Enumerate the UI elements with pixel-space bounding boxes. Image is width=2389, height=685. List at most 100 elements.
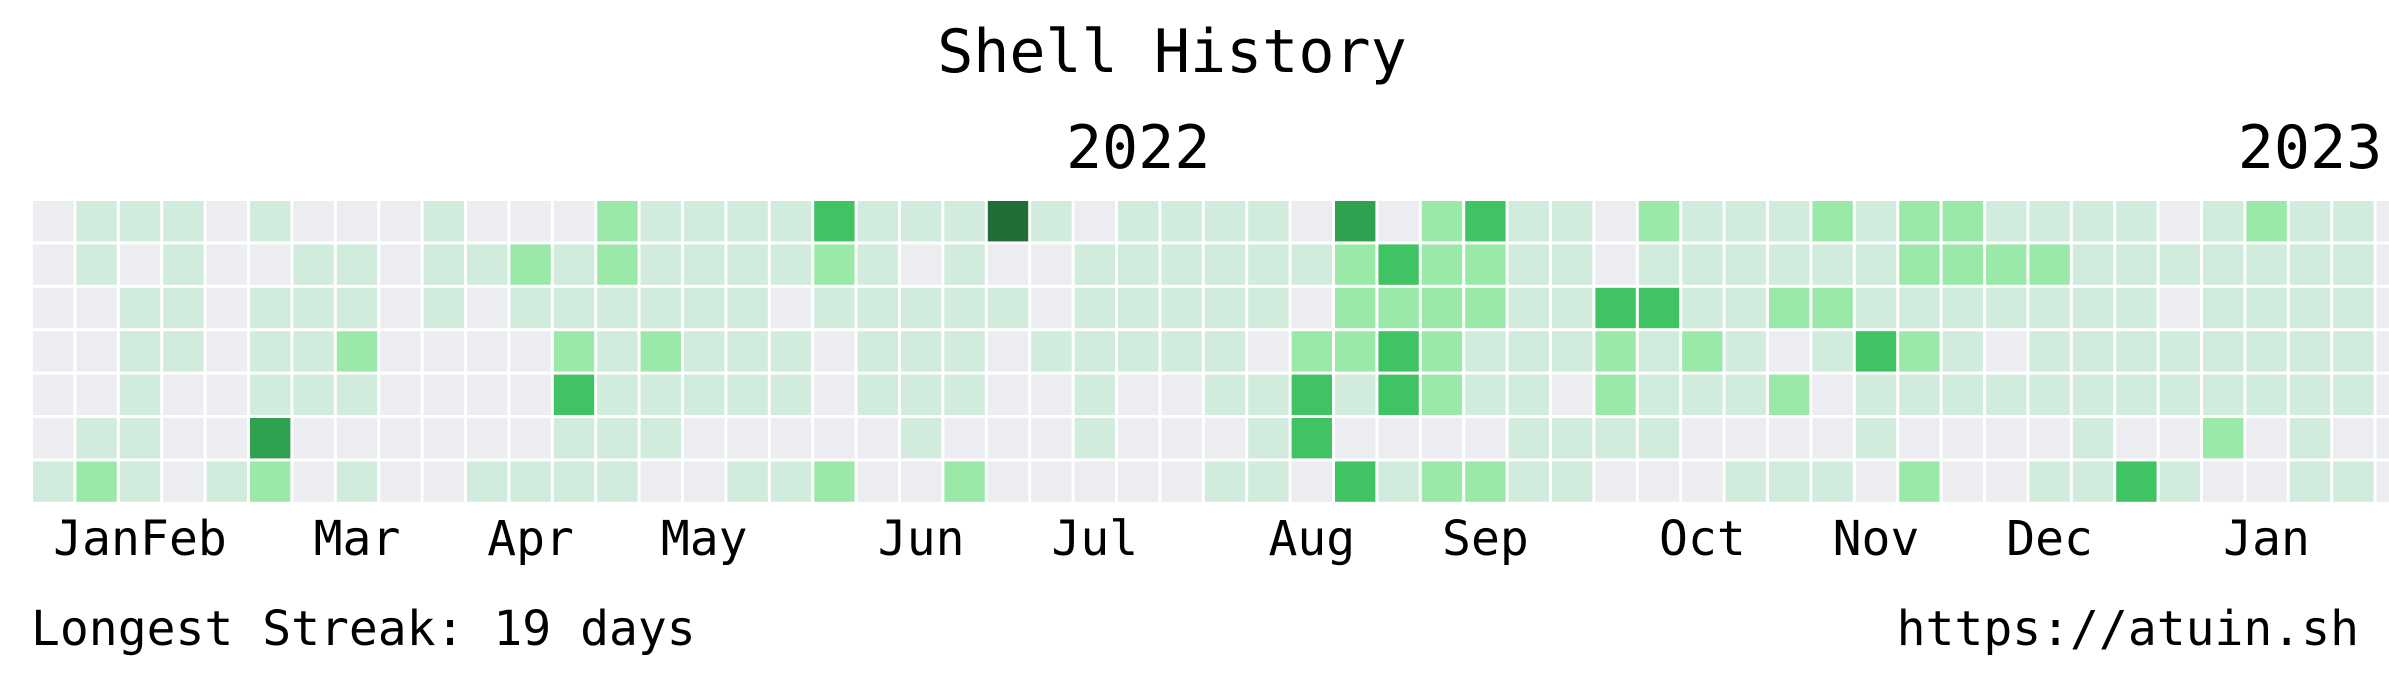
- heatmap-cell: [2116, 244, 2157, 285]
- heatmap-cell: [467, 418, 508, 459]
- heatmap-cell: [1118, 461, 1159, 502]
- heatmap-cell: [1248, 461, 1289, 502]
- heatmap-cell: [423, 374, 464, 415]
- heatmap-cell: [1769, 331, 1810, 372]
- heatmap-cell: [684, 331, 725, 372]
- heatmap-cell: [1118, 418, 1159, 459]
- heatmap-cell: [1508, 287, 1549, 329]
- heatmap-cell: [1204, 201, 1246, 242]
- heatmap-cell: [814, 331, 855, 372]
- heatmap-cell: [423, 201, 464, 242]
- heatmap-cell: [1986, 201, 2027, 242]
- heatmap-cell: [423, 461, 464, 502]
- heatmap-cell: [380, 374, 421, 415]
- heatmap-cell: [1899, 418, 1940, 459]
- heatmap-cell: [1465, 244, 1506, 285]
- heatmap-cell: [1031, 461, 1072, 502]
- heatmap-cell: [380, 244, 421, 285]
- heatmap-cell: [727, 201, 768, 242]
- heatmap-cell: [33, 418, 74, 459]
- heatmap-cell: [1421, 418, 1463, 459]
- heatmap-cell: [1769, 461, 1810, 502]
- heatmap-cell: [336, 244, 378, 285]
- heatmap-cell: [1421, 461, 1463, 502]
- atuin-url[interactable]: https://atuin.sh: [1897, 601, 2359, 657]
- heatmap-cell: [2376, 374, 2389, 415]
- heatmap-cell: [1682, 461, 1723, 502]
- heatmap-cell: [206, 287, 247, 329]
- heatmap-cell: [1291, 418, 1332, 459]
- heatmap-cell: [2029, 418, 2070, 459]
- heatmap-cell: [33, 287, 74, 329]
- heatmap-cell: [597, 287, 638, 329]
- heatmap-cell: [1378, 418, 1419, 459]
- heatmap-cell: [640, 244, 681, 285]
- heatmap-cell: [163, 287, 204, 329]
- heatmap-cell: [250, 418, 291, 459]
- heatmap-cell: [1942, 201, 1983, 242]
- heatmap-cell: [684, 201, 725, 242]
- heatmap-cell: [119, 244, 161, 285]
- heatmap-cell: [510, 244, 551, 285]
- heatmap-cell: [293, 374, 334, 415]
- heatmap-cell: [1769, 201, 1810, 242]
- heatmap-cell: [33, 374, 74, 415]
- heatmap-cell: [1769, 418, 1810, 459]
- heatmap-cell: [206, 331, 247, 372]
- heatmap-cell: [2203, 331, 2244, 372]
- heatmap-cell: [1508, 374, 1549, 415]
- heatmap-cell: [1465, 331, 1506, 372]
- heatmap-cell: [2159, 244, 2200, 285]
- heatmap-cell: [1161, 418, 1202, 459]
- heatmap-cell: [1161, 201, 1202, 242]
- chart-title: Shell History: [937, 17, 1407, 87]
- heatmap-cell: [2203, 201, 2244, 242]
- heatmap-cell: [2029, 461, 2070, 502]
- heatmap-cell: [1552, 461, 1593, 502]
- heatmap-cell: [2246, 201, 2287, 242]
- heatmap-cell: [1638, 244, 1680, 285]
- heatmap-cell: [2159, 331, 2200, 372]
- heatmap-cell: [1161, 374, 1202, 415]
- heatmap-cell: [857, 374, 898, 415]
- heatmap-cell: [1942, 374, 1983, 415]
- heatmap-cell: [336, 201, 378, 242]
- heatmap-cell: [857, 244, 898, 285]
- heatmap-cell: [2116, 374, 2157, 415]
- heatmap-cell: [2029, 374, 2070, 415]
- heatmap-cell: [163, 418, 204, 459]
- heatmap-cell: [119, 201, 161, 242]
- heatmap-cell: [1508, 418, 1549, 459]
- heatmap-cell: [1595, 287, 1636, 329]
- heatmap-cell: [2289, 374, 2331, 415]
- heatmap-cell: [640, 418, 681, 459]
- heatmap-cell: [1595, 461, 1636, 502]
- heatmap-cell: [293, 201, 334, 242]
- heatmap-cell: [2246, 374, 2287, 415]
- heatmap-cell: [206, 374, 247, 415]
- heatmap-cell: [1899, 331, 1940, 372]
- heatmap-cell: [380, 201, 421, 242]
- heatmap-cell: [901, 461, 942, 502]
- heatmap-cell: [2333, 287, 2374, 329]
- heatmap-cell: [901, 287, 942, 329]
- heatmap-cell: [857, 461, 898, 502]
- heatmap-cell: [423, 331, 464, 372]
- heatmap-cell: [1812, 418, 1853, 459]
- month-label: Oct: [1659, 511, 1746, 567]
- heatmap-cell: [2203, 418, 2244, 459]
- heatmap-cell: [901, 418, 942, 459]
- heatmap-cell: [1378, 461, 1419, 502]
- heatmap-cell: [1421, 201, 1463, 242]
- month-labels: Jan Feb Mar Apr May Jun Jul Aug Sep Oct Nov Dec Jan: [53, 511, 2310, 567]
- heatmap-cell: [380, 461, 421, 502]
- heatmap-cell: [2159, 287, 2200, 329]
- heatmap-cell: [1595, 244, 1636, 285]
- heatmap-cell: [1682, 201, 1723, 242]
- heatmap-cell: [640, 331, 681, 372]
- month-label: Jan: [53, 511, 140, 567]
- heatmap-cell: [901, 244, 942, 285]
- heatmap-cell: [250, 461, 291, 502]
- year-labels: 2022 2023: [1066, 113, 2382, 183]
